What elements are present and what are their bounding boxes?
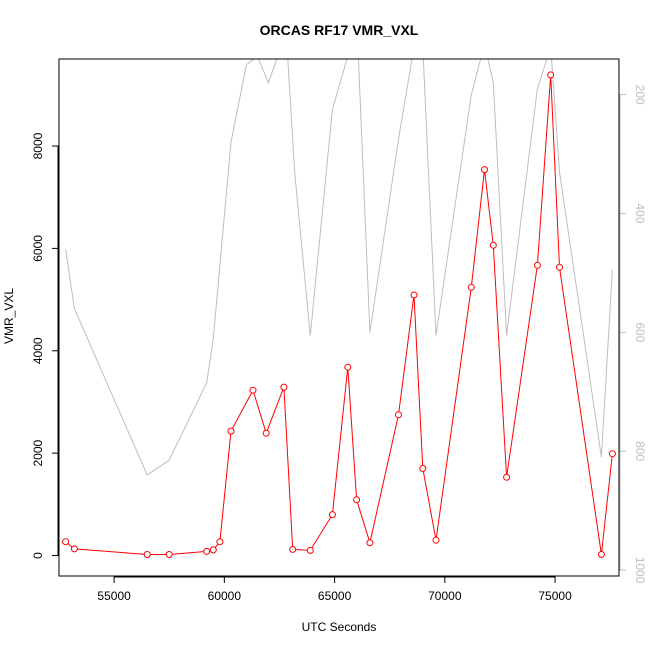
data-point bbox=[395, 411, 402, 419]
data-point bbox=[143, 551, 151, 558]
data-point bbox=[366, 539, 374, 547]
x-tick-label: 75000 bbox=[538, 589, 572, 603]
data-point bbox=[249, 386, 257, 394]
x-axis-label: UTC Seconds bbox=[302, 620, 377, 634]
data-point bbox=[328, 511, 336, 519]
y2-tick-label: 200 bbox=[633, 85, 647, 105]
data-point bbox=[432, 536, 440, 544]
y2-tick-label: 800 bbox=[633, 441, 647, 461]
data-point bbox=[344, 363, 352, 371]
y-tick-label: 0 bbox=[31, 552, 45, 559]
x-tick-label: 60000 bbox=[208, 589, 242, 603]
y2-tick-label: 1000 bbox=[633, 557, 647, 584]
chart-title: ORCAS RF17 VMR_VXL bbox=[260, 22, 419, 38]
data-point bbox=[70, 545, 78, 553]
data-point bbox=[306, 546, 314, 554]
plot-frame bbox=[58, 58, 620, 577]
data-point bbox=[481, 166, 488, 174]
series-line-right bbox=[65, 59, 613, 476]
data-point bbox=[280, 383, 288, 391]
y-tick-label: 2000 bbox=[31, 439, 45, 466]
data-point bbox=[289, 545, 297, 553]
data-point bbox=[262, 429, 270, 437]
data-point bbox=[597, 551, 605, 558]
y-tick-label: 4000 bbox=[31, 337, 45, 364]
data-point bbox=[353, 496, 361, 504]
data-point bbox=[209, 546, 217, 554]
data-point bbox=[203, 547, 211, 555]
data-point bbox=[467, 283, 475, 291]
x-tick-label: 55000 bbox=[97, 589, 131, 603]
data-point bbox=[556, 263, 563, 271]
y-axis-label: VMR_VXL bbox=[2, 288, 16, 344]
series-layer bbox=[62, 59, 616, 558]
y-tick-label: 8000 bbox=[31, 132, 45, 159]
data-point bbox=[410, 291, 418, 299]
data-point bbox=[62, 538, 70, 546]
x-tick-label: 65000 bbox=[318, 589, 352, 603]
axes-layer: 55000 60000 65000 70000 75000 0 2000 4000 6000 80… bbox=[31, 85, 647, 603]
data-point bbox=[216, 538, 224, 546]
data-point bbox=[227, 427, 235, 435]
data-point bbox=[165, 551, 173, 558]
y2-tick-label: 400 bbox=[633, 203, 647, 223]
y2-tick-label: 600 bbox=[633, 322, 647, 342]
data-point bbox=[533, 261, 541, 269]
data-point bbox=[419, 465, 427, 472]
data-point bbox=[503, 473, 511, 481]
data-point bbox=[547, 71, 555, 79]
x-tick-label: 70000 bbox=[428, 589, 462, 603]
data-point bbox=[489, 241, 497, 249]
data-point bbox=[608, 450, 616, 458]
y-tick-label: 6000 bbox=[31, 235, 45, 262]
